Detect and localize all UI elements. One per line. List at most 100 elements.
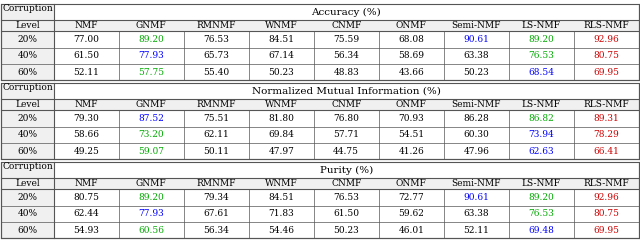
Text: 75.59: 75.59 [333, 35, 359, 44]
Text: 89.31: 89.31 [593, 114, 619, 123]
Text: Level: Level [15, 21, 40, 30]
Text: 77.93: 77.93 [138, 209, 164, 219]
Text: 80.75: 80.75 [73, 193, 99, 202]
Text: Semi-NMF: Semi-NMF [451, 180, 501, 189]
Text: 81.80: 81.80 [268, 114, 294, 123]
Text: Purity (%): Purity (%) [319, 166, 373, 175]
Text: RLS-NMF: RLS-NMF [583, 100, 629, 109]
Bar [54, 83, 639, 99]
Text: 86.28: 86.28 [463, 114, 489, 123]
Text: GNMF: GNMF [136, 100, 166, 109]
Text: CNMF: CNMF [331, 100, 362, 109]
Text: 58.66: 58.66 [73, 130, 99, 139]
Text: 40%: 40% [17, 130, 38, 139]
Bar [1, 48, 639, 64]
Text: 77.93: 77.93 [138, 51, 164, 60]
Bar [1, 206, 639, 222]
Text: 89.20: 89.20 [138, 35, 164, 44]
Text: GNMF: GNMF [136, 21, 166, 30]
Text: 40%: 40% [17, 209, 38, 219]
Text: 52.11: 52.11 [463, 226, 489, 235]
Text: 69.84: 69.84 [268, 130, 294, 139]
Text: 59.07: 59.07 [138, 147, 164, 156]
Text: 89.20: 89.20 [529, 193, 554, 202]
Text: 89.20: 89.20 [138, 193, 164, 202]
Text: 86.82: 86.82 [529, 114, 554, 123]
Text: 77.00: 77.00 [74, 35, 99, 44]
Text: CNMF: CNMF [331, 21, 362, 30]
Text: RLS-NMF: RLS-NMF [583, 21, 629, 30]
Bar [1, 64, 54, 80]
Bar [1, 20, 639, 31]
Bar [1, 143, 639, 159]
Bar [1, 162, 639, 238]
Bar [1, 99, 639, 110]
Text: 43.66: 43.66 [398, 68, 424, 77]
Text: NMF: NMF [74, 100, 98, 109]
Text: 92.96: 92.96 [593, 193, 619, 202]
Text: NMF: NMF [74, 180, 98, 189]
Text: 50.11: 50.11 [204, 147, 229, 156]
Text: WNMF: WNMF [265, 21, 298, 30]
Text: 49.25: 49.25 [74, 147, 99, 156]
Text: 68.08: 68.08 [398, 35, 424, 44]
Text: 62.63: 62.63 [529, 147, 554, 156]
Text: LS-NMF: LS-NMF [522, 21, 561, 30]
Text: Normalized Mutual Information (%): Normalized Mutual Information (%) [252, 87, 441, 96]
Bar [1, 4, 54, 20]
Text: 47.96: 47.96 [463, 147, 489, 156]
Text: 63.38: 63.38 [463, 51, 489, 60]
Bar [1, 48, 54, 64]
Text: 62.11: 62.11 [204, 130, 229, 139]
Text: 76.53: 76.53 [204, 35, 229, 44]
Text: 54.51: 54.51 [398, 130, 424, 139]
Text: ONMF: ONMF [396, 100, 427, 109]
Bar [54, 4, 639, 20]
Bar [1, 222, 54, 238]
Text: 79.34: 79.34 [204, 193, 229, 202]
Text: ONMF: ONMF [396, 21, 427, 30]
Text: 87.52: 87.52 [138, 114, 164, 123]
Text: 20%: 20% [17, 114, 38, 123]
Text: 44.75: 44.75 [333, 147, 359, 156]
Text: 59.62: 59.62 [398, 209, 424, 219]
Text: Semi-NMF: Semi-NMF [451, 21, 501, 30]
Text: 50.23: 50.23 [268, 68, 294, 77]
Text: 57.71: 57.71 [333, 130, 359, 139]
Bar [1, 189, 54, 206]
Text: 60.56: 60.56 [138, 226, 164, 235]
Text: 90.61: 90.61 [463, 193, 489, 202]
Text: 73.94: 73.94 [529, 130, 554, 139]
Text: 55.40: 55.40 [203, 68, 229, 77]
Text: 76.53: 76.53 [333, 193, 359, 202]
Text: 58.69: 58.69 [398, 51, 424, 60]
Text: Semi-NMF: Semi-NMF [451, 100, 501, 109]
Text: RMNMF: RMNMF [196, 100, 236, 109]
Text: 50.23: 50.23 [333, 226, 359, 235]
Text: ONMF: ONMF [396, 180, 427, 189]
Text: GNMF: GNMF [136, 180, 166, 189]
Text: 62.44: 62.44 [74, 209, 99, 219]
Bar [1, 64, 639, 80]
Text: NMF: NMF [74, 21, 98, 30]
Text: RMNMF: RMNMF [196, 180, 236, 189]
Text: 71.83: 71.83 [268, 209, 294, 219]
Text: 76.53: 76.53 [528, 51, 554, 60]
Text: 69.95: 69.95 [593, 226, 620, 235]
Text: RMNMF: RMNMF [196, 21, 236, 30]
Text: 63.38: 63.38 [463, 209, 489, 219]
Text: 89.20: 89.20 [529, 35, 554, 44]
Text: 84.51: 84.51 [268, 35, 294, 44]
Text: CNMF: CNMF [331, 180, 362, 189]
Text: 57.75: 57.75 [138, 68, 164, 77]
Text: 66.41: 66.41 [593, 147, 619, 156]
Bar [54, 162, 639, 178]
Bar [1, 178, 639, 189]
Text: Corruption: Corruption [2, 83, 53, 92]
Text: Corruption: Corruption [2, 162, 53, 171]
Text: 72.77: 72.77 [398, 193, 424, 202]
Bar [1, 31, 639, 48]
Text: 69.95: 69.95 [593, 68, 620, 77]
Text: RLS-NMF: RLS-NMF [583, 180, 629, 189]
Text: 61.50: 61.50 [333, 209, 359, 219]
